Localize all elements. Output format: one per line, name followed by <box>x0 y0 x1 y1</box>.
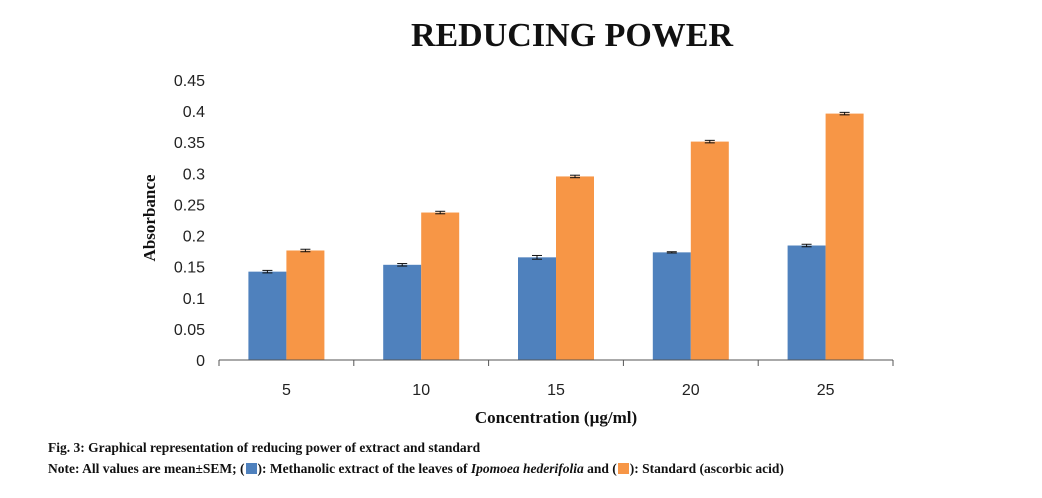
standard-bar <box>690 141 729 360</box>
standard-bar <box>421 212 460 360</box>
x-tick-label: 20 <box>682 382 700 399</box>
x-tick-label: 10 <box>412 382 430 399</box>
note-mid1: ): Methanolic extract of the leaves of <box>257 461 471 476</box>
extract-bar <box>518 257 556 360</box>
extract-legend-swatch <box>245 463 257 474</box>
y-axis-ticks: 0 0.05 0.1 0.15 0.2 0.25 0.3 0.35 0.4 0.45 <box>174 73 205 370</box>
y-tick-label: 0.25 <box>174 197 205 214</box>
note-end: ): Standard (ascorbic acid) <box>629 461 784 476</box>
x-axis-ticks: 5 10 15 20 25 <box>218 360 894 399</box>
extract-bar <box>652 252 691 360</box>
reducing-power-chart: REDUCING POWER 0 0.05 0.1 0.15 0.2 0.25 0.3 0.3… <box>140 17 894 427</box>
y-tick-label: 0.35 <box>174 135 205 152</box>
x-tick-label: 5 <box>282 382 291 399</box>
bar-group <box>248 111 864 360</box>
chart-title: REDUCING POWER <box>411 17 734 54</box>
extract-bar <box>248 271 287 360</box>
x-axis-title: Concentration (µg/ml) <box>475 408 637 427</box>
y-tick-label: 0.05 <box>174 322 205 339</box>
y-axis-title: Absorbance <box>140 174 159 261</box>
figure-caption: Fig. 3: Graphical representation of redu… <box>48 440 481 455</box>
extract-bar <box>383 264 422 360</box>
x-tick-label: 15 <box>547 382 565 399</box>
y-tick-label: 0.1 <box>183 291 205 308</box>
figure-note: Note: All values are mean±SEM; ( ): Metha… <box>48 461 784 477</box>
note-species: Ipomoea hederifolia <box>470 461 584 476</box>
y-tick-label: 0.4 <box>183 104 205 121</box>
y-tick-label: 0.2 <box>183 229 205 246</box>
note-prefix: Note: All values are mean±SEM; ( <box>48 461 245 476</box>
y-tick-label: 0.45 <box>174 73 205 90</box>
standard-legend-swatch <box>617 463 629 474</box>
standard-bar <box>556 176 594 360</box>
x-tick-label: 25 <box>817 382 835 399</box>
note-mid2: and ( <box>583 461 617 476</box>
standard-bar <box>825 113 864 360</box>
y-tick-label: 0.3 <box>183 166 205 183</box>
standard-bar <box>286 250 325 360</box>
extract-bar <box>787 245 826 360</box>
y-tick-label: 0.15 <box>174 260 205 277</box>
y-tick-label: 0 <box>196 353 205 370</box>
